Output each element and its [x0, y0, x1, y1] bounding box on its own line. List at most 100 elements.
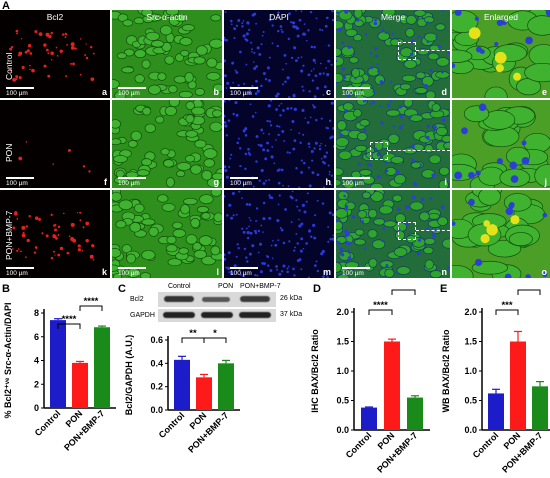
micrograph-enlarged-e: Enlarged e [452, 10, 550, 98]
zoom-arrow [388, 150, 450, 151]
tile-letter: h [325, 177, 332, 187]
wb-band [163, 312, 195, 318]
row-label: Control [4, 52, 14, 80]
significance-bracket [57, 323, 81, 329]
micrograph-texture [18, 141, 91, 173]
y-tick-label: 2 [34, 379, 39, 389]
wb-lane-label: PON+BMP-7 [240, 283, 281, 290]
wb-strip-bcl2 [158, 292, 276, 307]
bar-2 [532, 386, 548, 430]
bar-0 [488, 393, 504, 430]
scale-bar-label: 100 µm [118, 90, 140, 97]
significance-label: **** [62, 314, 77, 325]
y-tick-label: 0 [34, 403, 39, 413]
y-tick-label: 2.0 [464, 307, 477, 317]
micrograph-texture [112, 100, 222, 188]
scale-bar-label: 100 µm [230, 90, 252, 97]
x-tick-label: PON+BMP-7 [500, 430, 544, 474]
micrograph-src-actin-g: 100 µm g [112, 100, 222, 188]
scale-bar-label: 100 µm [342, 90, 364, 97]
panel-d-letter: D [313, 283, 321, 295]
wb-band [201, 312, 233, 318]
scale-bar-label: 100 µm [342, 180, 364, 187]
scale-bar [342, 267, 370, 269]
significance-bracket [391, 289, 416, 295]
tile-letter: k [101, 267, 107, 277]
x-tick-label: PON+BMP-7 [186, 410, 230, 454]
scale-bar-label: 100 µm [342, 270, 364, 277]
tile-letter: i [444, 177, 447, 187]
column-header: Merge [380, 12, 406, 22]
micrograph-merge-n: 100 µm n [336, 190, 450, 278]
micrograph-texture [452, 190, 548, 278]
panel-e-letter: E [440, 283, 448, 295]
micrograph-bcl2-f: 100 µm f PON [0, 100, 110, 188]
significance-label: **** [84, 296, 99, 307]
scale-bar-label: 100 µm [6, 90, 28, 97]
scale-bar-label: 100 µm [230, 270, 252, 277]
significance-bracket [517, 289, 541, 295]
bar-0 [50, 320, 66, 408]
tile-letter: j [544, 177, 547, 187]
bar-0 [361, 407, 377, 430]
micrograph-texture [336, 100, 450, 188]
micrograph-dapi-c: DAPI 100 µm c [224, 10, 334, 98]
scale-bar [6, 177, 34, 179]
significance-label: *** [501, 300, 512, 311]
micrograph-texture [336, 10, 450, 98]
zoom-region-box [398, 42, 416, 60]
micrograph-merge-i: 100 µm i [336, 100, 450, 188]
y-tick-label: 0.0 [464, 425, 477, 435]
wb-size-label: 37 kDa [280, 311, 303, 318]
tile-letter: f [104, 177, 107, 187]
scale-bar [230, 87, 258, 89]
micrograph-texture [112, 10, 222, 98]
tile-letter: n [441, 267, 448, 277]
micrograph-texture [11, 211, 95, 261]
wb-band [202, 297, 230, 302]
y-axis-label: IHC BAX/Bcl2 Ratio [310, 329, 320, 413]
micrograph-texture [452, 103, 550, 188]
tile-letter: a [101, 87, 107, 97]
micrograph-merge-d: Merge 100 µm d [336, 10, 450, 98]
micrograph-src-actin-b: Src-α-actin 100 µm b [112, 10, 222, 98]
y-axis-label: Bcl2/GAPDH (A.U.) [124, 335, 134, 416]
western-blot: Control PON PON+BMP-7 Bcl2 GAPDH 26 kDa … [124, 280, 319, 324]
scale-bar [6, 87, 34, 89]
micrograph-texture [336, 190, 450, 278]
scale-bar [118, 177, 146, 179]
bar-2 [407, 397, 423, 430]
tile-letter: b [213, 87, 220, 97]
bar-1 [72, 362, 88, 408]
y-tick-label: 0.0 [150, 405, 163, 415]
y-tick-label: 2.0 [336, 307, 349, 317]
scale-bar-label: 100 µm [230, 180, 252, 187]
wb-lane-label: PON [218, 283, 234, 290]
y-tick-label: 0.0 [336, 425, 349, 435]
micrograph-texture [9, 29, 95, 82]
micrograph-bcl2-k: 100 µm k PON+BMP-7 [0, 190, 110, 278]
y-tick-label: 0.5 [464, 396, 477, 406]
scale-bar-label: 100 µm [6, 180, 28, 187]
bar-2 [94, 327, 110, 408]
wb-size-label: 26 kDa [280, 295, 303, 302]
micrograph-texture [452, 10, 550, 98]
tile-letter: m [322, 267, 331, 277]
y-axis-label: WB BAX/Bcl2 Ratio [441, 329, 451, 413]
micrograph-bcl2-a: Bcl2 100 µm a Control [0, 10, 110, 98]
scale-bar [118, 267, 146, 269]
column-header: DAPI [269, 12, 289, 22]
y-tick-label: 0.2 [150, 382, 163, 392]
significance-label: ** [189, 328, 197, 339]
wb-band [164, 296, 194, 302]
row-label: PON [4, 143, 14, 162]
y-tick-label: 6 [34, 332, 39, 342]
bar-2 [218, 363, 234, 410]
micrograph-texture [112, 190, 222, 278]
tile-letter: c [325, 87, 331, 97]
significance-label: **** [396, 288, 411, 291]
scale-bar [6, 267, 34, 269]
